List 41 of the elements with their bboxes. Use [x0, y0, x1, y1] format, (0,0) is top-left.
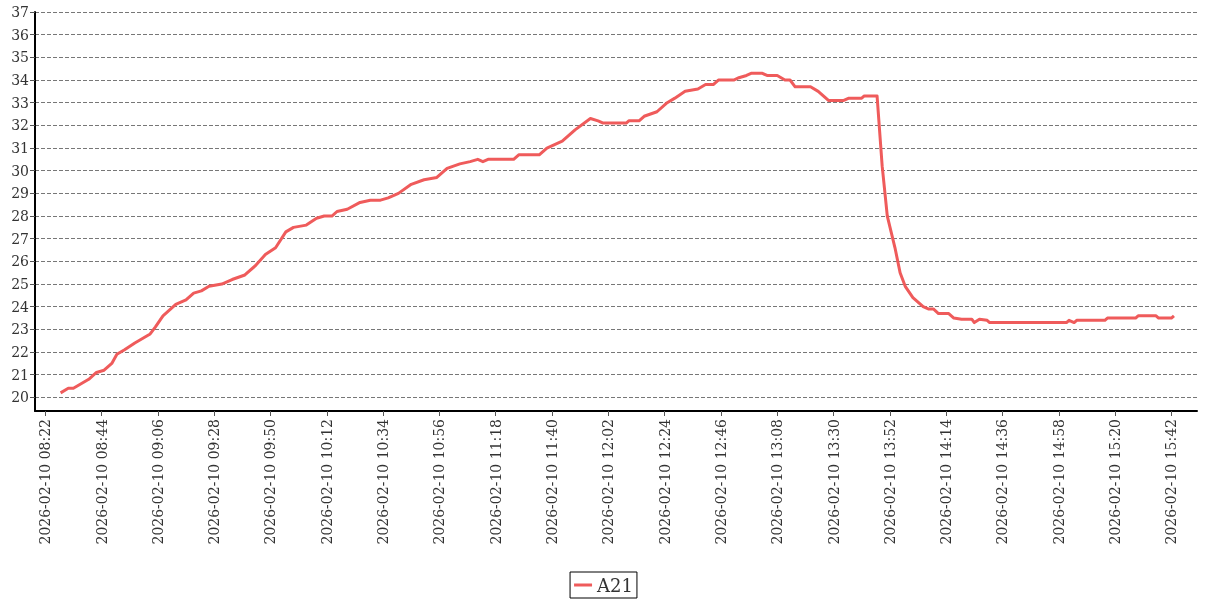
x-tick-label: 2026-02-10 15:20	[1107, 419, 1124, 545]
x-tick-label: 2026-02-10 08:44	[93, 418, 110, 545]
x-tick-label: 2026-02-10 14:36	[994, 418, 1011, 545]
y-tick-label: 30	[11, 162, 29, 179]
line-series	[59, 71, 1176, 395]
x-tick-label: 2026-02-10 13:52	[881, 419, 898, 545]
x-tick-label: 2026-02-10 11:40	[544, 419, 561, 545]
y-tick-label: 36	[11, 26, 30, 43]
y-tick-label: 33	[11, 94, 29, 111]
y-tick-label: 22	[11, 344, 29, 361]
y-tick-label: 21	[11, 366, 29, 383]
x-tick-label: 2026-02-10 10:34	[375, 418, 392, 545]
x-tick-label: 2026-02-10 12:46	[712, 418, 729, 545]
y-tick-label: 37	[11, 4, 29, 20]
y-tick-label: 34	[11, 72, 30, 89]
y-tick-label: 31	[11, 140, 29, 157]
x-tick-label: 2026-02-10 08:22	[37, 419, 54, 545]
x-tick-label: 2026-02-10 13:30	[825, 419, 842, 545]
y-tick-label: 29	[11, 185, 29, 202]
y-tick-label: 24	[11, 298, 30, 315]
y-tick-label: 26	[11, 253, 30, 270]
x-tick-label: 2026-02-10 14:14	[938, 418, 955, 545]
x-tick-label: 2026-02-10 09:50	[262, 419, 279, 545]
y-tick-label: 27	[11, 230, 29, 247]
x-tick-label: 2026-02-10 09:06	[149, 418, 166, 545]
legend-label: A21	[596, 574, 633, 596]
y-tick-label: 25	[11, 276, 29, 293]
y-tick-label: 23	[11, 321, 29, 338]
x-tick-label: 2026-02-10 12:24	[656, 418, 673, 545]
x-tick-label: 2026-02-10 13:08	[769, 419, 786, 545]
y-tick-label: 35	[11, 49, 29, 66]
x-tick-label: 2026-02-10 15:42	[1163, 419, 1180, 545]
x-tick-label: 2026-02-10 14:58	[1050, 419, 1067, 545]
y-tick-label: 32	[11, 117, 29, 134]
x-tick-label: 2026-02-10 10:12	[318, 419, 335, 545]
y-tick-label: 20	[11, 389, 29, 406]
x-tick-label: 2026-02-10 10:56	[431, 418, 448, 545]
x-tick-label: 2026-02-10 11:18	[487, 419, 504, 545]
x-tick-label: 2026-02-10 12:02	[600, 419, 617, 545]
x-tick-label: 2026-02-10 09:28	[206, 419, 223, 545]
y-tick-label: 28	[11, 208, 29, 225]
